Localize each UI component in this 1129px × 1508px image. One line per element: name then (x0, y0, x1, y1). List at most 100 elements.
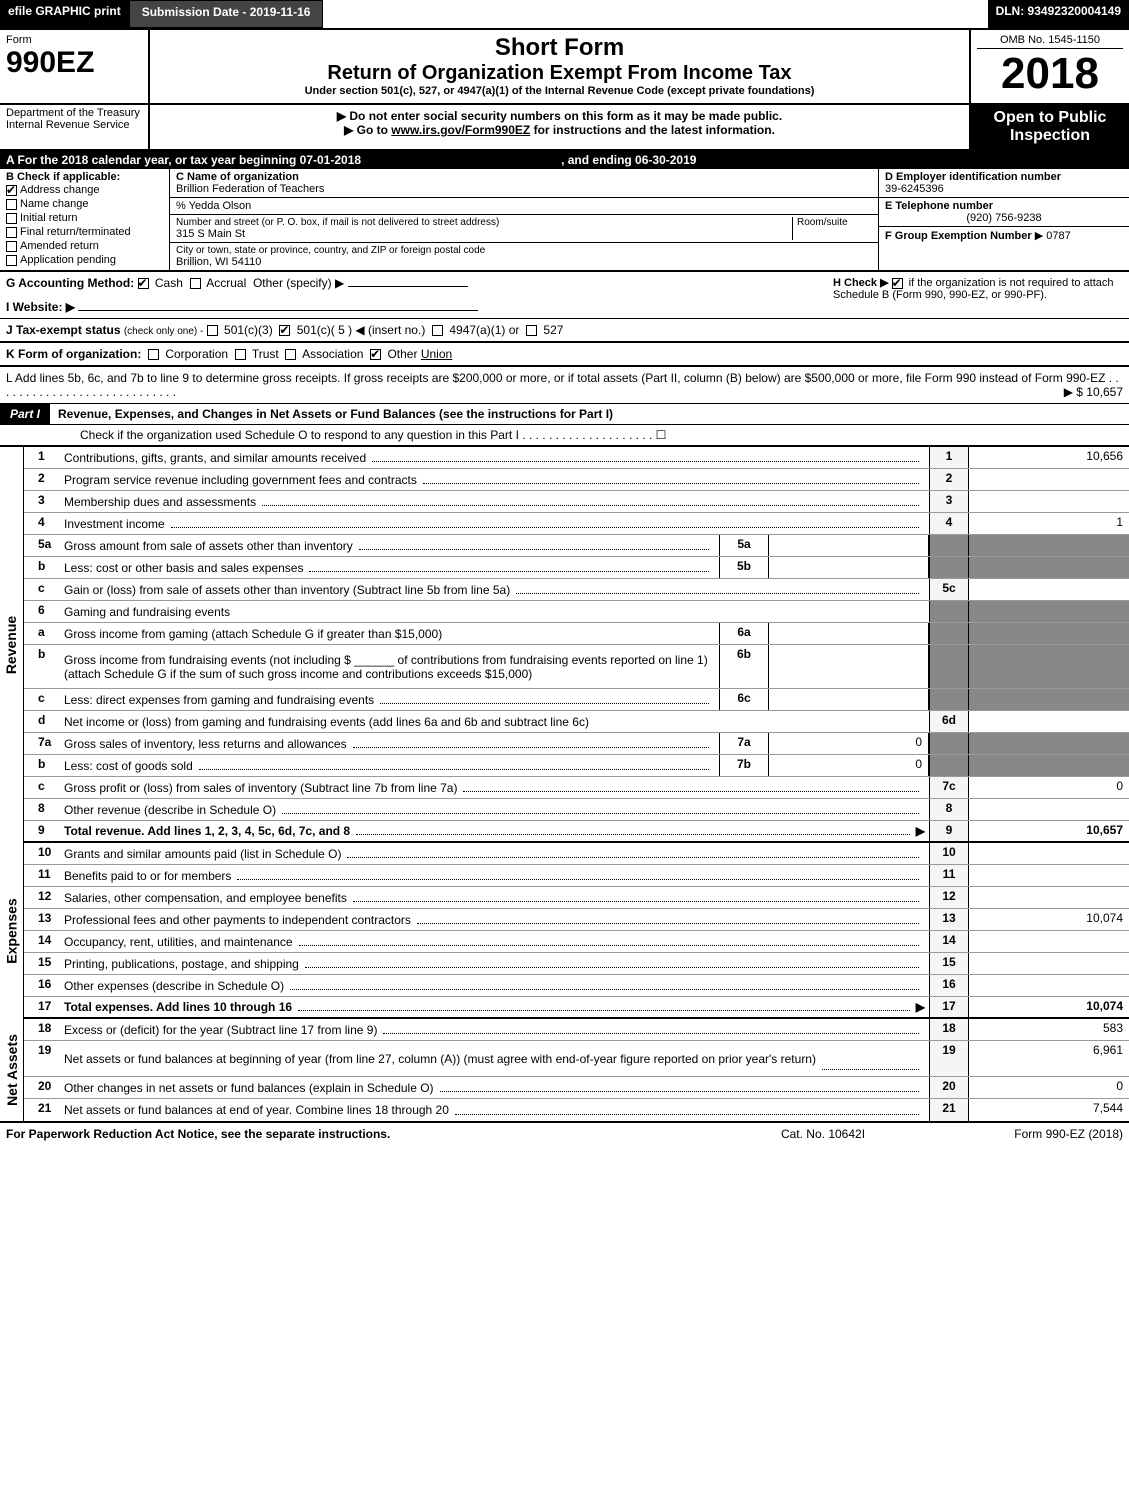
checkbox-icon[interactable] (892, 278, 903, 289)
revenue-side-label: Revenue (0, 447, 24, 843)
return-title: Return of Organization Exempt From Incom… (156, 62, 963, 85)
submission-date: Submission Date - 2019-11-16 (129, 0, 324, 28)
irs-link[interactable]: www.irs.gov/Form990EZ (391, 123, 530, 137)
cat-number: Cat. No. 10642I (723, 1127, 923, 1141)
notices-block: ▶ Do not enter social security numbers o… (150, 105, 969, 149)
checkbox-icon (6, 213, 17, 224)
revenue-section: Revenue 1 Contributions, gifts, grants, … (0, 447, 1129, 843)
checkbox-icon[interactable] (285, 349, 296, 360)
line-13: 13Professional fees and other payments t… (24, 909, 1129, 931)
j-label: J Tax-exempt status (6, 323, 121, 337)
phone-row: E Telephone number (920) 756-9238 (879, 198, 1129, 227)
f-value: ▶ 0787 (1035, 230, 1071, 242)
checkbox-icon (6, 185, 17, 196)
dept-irs: Internal Revenue Service (6, 119, 142, 131)
line-2: 2 Program service revenue including gove… (24, 469, 1129, 491)
line-6a: a Gross income from gaming (attach Sched… (24, 623, 1129, 645)
chk-application-pending[interactable]: Application pending (6, 253, 163, 267)
chk-address-change[interactable]: Address change (6, 183, 163, 197)
ghi-row: G Accounting Method: Cash Accrual Other … (0, 272, 1129, 319)
chk-name-change[interactable]: Name change (6, 197, 163, 211)
checkbox-icon[interactable] (370, 349, 381, 360)
care-of: % Yedda Olson (176, 200, 872, 212)
checkbox-icon[interactable] (526, 325, 537, 336)
form-right-block: OMB No. 1545-1150 2018 (969, 30, 1129, 103)
part1-check-box[interactable]: ☐ (656, 428, 667, 442)
checkbox-icon[interactable] (432, 325, 443, 336)
l-text: L Add lines 5b, 6c, and 7b to line 9 to … (6, 371, 1105, 385)
line-9: 9 Total revenue. Add lines 1, 2, 3, 4, 5… (24, 821, 1129, 843)
col-c: C Name of organization Brillion Federati… (170, 169, 879, 270)
room-label: Room/suite (792, 217, 872, 240)
line-18: 18Excess or (deficit) for the year (Subt… (24, 1019, 1129, 1041)
street-label: Number and street (or P. O. box, if mail… (176, 217, 792, 228)
street: 315 S Main St (176, 228, 792, 240)
checkbox-icon (6, 199, 17, 210)
g-accounting: G Accounting Method: Cash Accrual Other … (6, 276, 823, 314)
city-row: City or town, state or province, country… (170, 243, 878, 270)
line-10: 10Grants and similar amounts paid (list … (24, 843, 1129, 865)
tax-year: 2018 (977, 49, 1123, 99)
print-link[interactable]: print (94, 4, 121, 18)
checkbox-icon[interactable] (148, 349, 159, 360)
line-6b: b Gross income from fundraising events (… (24, 645, 1129, 689)
omb-number: OMB No. 1545-1150 (977, 34, 1123, 49)
j-501c: 501(c)( 5 ) ◀ (insert no.) (297, 323, 426, 337)
k-row: K Form of organization: Corporation Trus… (0, 343, 1129, 367)
c-label: C Name of organization (176, 171, 872, 183)
top-bar: efile GRAPHIC print Submission Date - 20… (0, 0, 1129, 28)
part1-check-text: Check if the organization used Schedule … (0, 425, 674, 445)
org-name-row: C Name of organization Brillion Federati… (170, 169, 878, 198)
dln-number: DLN: 93492320004149 (988, 0, 1129, 28)
checkbox-icon[interactable] (235, 349, 246, 360)
part1-label: Part I (0, 404, 50, 424)
d-label: D Employer identification number (885, 171, 1123, 183)
part1-header: Part I Revenue, Expenses, and Changes in… (0, 404, 1129, 425)
line-3: 3 Membership dues and assessments 3 (24, 491, 1129, 513)
g-cash: Cash (155, 276, 183, 290)
checkbox-icon[interactable] (207, 325, 218, 336)
j-row: J Tax-exempt status (check only one) - 5… (0, 319, 1129, 343)
line-8: 8 Other revenue (describe in Schedule O)… (24, 799, 1129, 821)
checkbox-icon (6, 255, 17, 266)
chk-final-return[interactable]: Final return/terminated (6, 225, 163, 239)
form-identifier: Form 990EZ (0, 30, 150, 103)
line-7a: 7a Gross sales of inventory, less return… (24, 733, 1129, 755)
form-header-2: Department of the Treasury Internal Reve… (0, 105, 1129, 151)
dept-treasury: Department of the Treasury (6, 107, 142, 119)
line-6c: c Less: direct expenses from gaming and … (24, 689, 1129, 711)
chk-amended-return[interactable]: Amended return (6, 239, 163, 253)
line-5a: 5a Gross amount from sale of assets othe… (24, 535, 1129, 557)
k-label: K Form of organization: (6, 347, 141, 361)
line-5b: b Less: cost or other basis and sales ex… (24, 557, 1129, 579)
org-name: Brillion Federation of Teachers (176, 183, 872, 195)
j-501c3: 501(c)(3) (224, 323, 273, 337)
line-6d: d Net income or (loss) from gaming and f… (24, 711, 1129, 733)
street-row: Number and street (or P. O. box, if mail… (170, 215, 878, 243)
line-11: 11Benefits paid to or for members11 (24, 865, 1129, 887)
expenses-section: Expenses 10Grants and similar amounts pa… (0, 843, 1129, 1019)
period-row: A For the 2018 calendar year, or tax yea… (0, 151, 1129, 169)
b-heading: B Check if applicable: (6, 171, 163, 183)
checkbox-icon[interactable] (190, 278, 201, 289)
l-row: L Add lines 5b, 6c, and 7b to line 9 to … (0, 367, 1129, 404)
line-19: 19Net assets or fund balances at beginni… (24, 1041, 1129, 1077)
g-other: Other (specify) ▶ (253, 276, 344, 290)
col-d: D Employer identification number 39-6245… (879, 169, 1129, 270)
checkbox-icon[interactable] (279, 325, 290, 336)
i-label: I Website: ▶ (6, 300, 75, 314)
ein-row: D Employer identification number 39-6245… (879, 169, 1129, 198)
period-a: A For the 2018 calendar year, or tax yea… (6, 153, 361, 167)
short-form-title: Short Form (156, 34, 963, 62)
checkbox-icon[interactable] (138, 278, 149, 289)
website-input[interactable] (78, 310, 478, 311)
chk-initial-return[interactable]: Initial return (6, 211, 163, 225)
expenses-side-label: Expenses (0, 843, 24, 1019)
form-header: Form 990EZ Short Form Return of Organiza… (0, 28, 1129, 105)
paperwork-notice: For Paperwork Reduction Act Notice, see … (6, 1127, 723, 1141)
k-other-label: Other (387, 347, 417, 361)
j-527: 527 (543, 323, 563, 337)
ssn-notice: ▶ Do not enter social security numbers o… (156, 109, 963, 123)
city: Brillion, WI 54110 (176, 256, 872, 268)
g-other-input[interactable] (348, 286, 468, 287)
